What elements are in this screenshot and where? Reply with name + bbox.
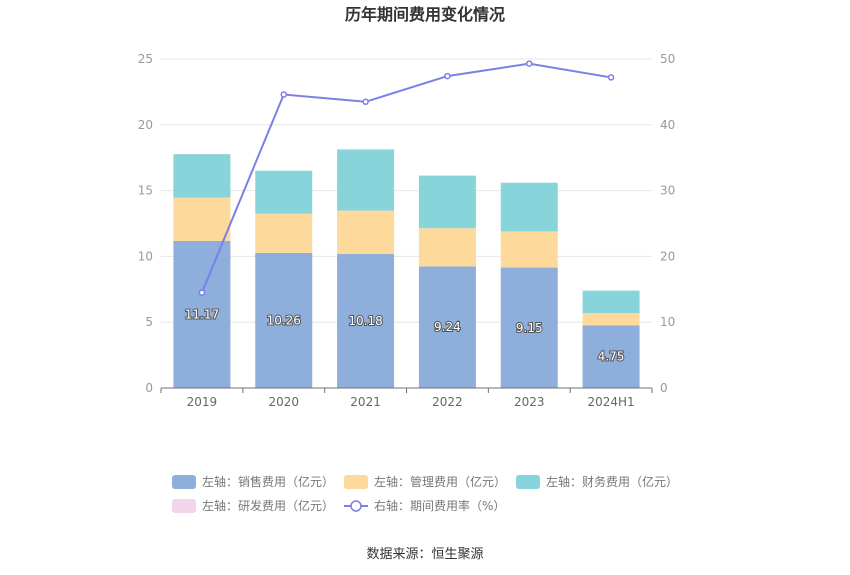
bar[interactable] <box>173 241 231 388</box>
left-tick-label: 10 <box>138 249 153 263</box>
bar[interactable] <box>582 312 640 326</box>
x-axis: 2019 2020 2021 2022 2023 2024H1 <box>160 387 653 409</box>
x-tick-label: 2022 <box>432 395 463 409</box>
left-tick-label: 5 <box>145 315 153 329</box>
legend-marker <box>350 500 362 512</box>
bar[interactable] <box>173 197 231 242</box>
bar[interactable] <box>582 325 640 388</box>
left-tick-label: 0 <box>145 381 153 395</box>
bar[interactable] <box>255 252 313 388</box>
bar[interactable] <box>255 170 313 214</box>
right-tick-label: 20 <box>660 249 675 263</box>
data-label: 9.24 <box>434 320 461 334</box>
right-tick-label: 0 <box>660 381 668 395</box>
legend[interactable]: 左轴：销售费用（亿元） 左轴：管理费用（亿元） 左轴：财务费用（亿元） 左轴：研发费用… <box>172 474 678 513</box>
rate-point[interactable] <box>280 91 287 98</box>
bar[interactable] <box>337 254 395 388</box>
legend-label: 左轴：销售费用（亿元） <box>202 474 334 489</box>
data-label: 9.15 <box>516 321 543 335</box>
data-label: 4.75 <box>598 350 625 364</box>
rate-line-series <box>198 60 615 296</box>
rate-point[interactable] <box>526 60 533 67</box>
data-labels: 11.17 10.26 10.18 9.24 9.15 4.75 <box>184 307 626 365</box>
data-label: 10.18 <box>348 314 382 328</box>
legend-item[interactable]: 左轴：研发费用（亿元） <box>172 498 334 513</box>
rate-point[interactable] <box>198 289 206 296</box>
bar[interactable] <box>255 213 313 253</box>
legend-label: 左轴：研发费用（亿元） <box>202 498 334 513</box>
x-tick-label: 2021 <box>350 395 381 409</box>
legend-label: 右轴：期间费用率（%） <box>374 498 505 513</box>
bar[interactable] <box>418 266 476 388</box>
legend-item[interactable]: 左轴：财务费用（亿元） <box>516 474 678 489</box>
left-tick-label: 15 <box>138 184 153 198</box>
legend-label: 左轴：管理费用（亿元） <box>374 474 506 489</box>
bar[interactable] <box>500 182 558 232</box>
data-label: 11.17 <box>185 308 219 322</box>
rate-point[interactable] <box>444 72 451 80</box>
bar[interactable] <box>500 267 558 388</box>
left-y-axis: 0 5 10 15 20 25 <box>138 52 153 395</box>
rate-line <box>200 62 612 293</box>
right-tick-label: 10 <box>660 315 675 329</box>
data-source: 数据来源：恒生聚源 <box>366 547 483 562</box>
bar[interactable] <box>418 175 476 229</box>
legend-swatch <box>344 475 368 489</box>
rate-point[interactable] <box>362 98 369 106</box>
legend-item[interactable]: 左轴：管理费用（亿元） <box>344 474 506 489</box>
legend-item[interactable]: 左轴：销售费用（亿元） <box>172 474 334 489</box>
bar[interactable] <box>582 290 640 313</box>
right-tick-label: 50 <box>660 52 675 66</box>
data-label: 10.26 <box>267 313 301 327</box>
right-y-axis: 0 10 20 30 40 50 <box>660 52 675 395</box>
bar[interactable] <box>418 228 476 267</box>
right-tick-label: 40 <box>660 118 675 132</box>
rate-point[interactable] <box>607 74 615 81</box>
bar[interactable] <box>173 154 231 198</box>
left-tick-label: 25 <box>138 52 153 66</box>
grid-lines <box>161 58 652 389</box>
right-tick-label: 30 <box>660 184 675 198</box>
left-tick-label: 20 <box>138 118 153 132</box>
bar[interactable] <box>500 231 558 268</box>
legend-label: 左轴：财务费用（亿元） <box>546 474 678 489</box>
x-tick-label: 2024H1 <box>587 395 634 409</box>
bar-series <box>173 149 640 388</box>
chart-title: 历年期间费用变化情况 <box>345 5 505 24</box>
x-tick-label: 2019 <box>187 395 218 409</box>
legend-swatch <box>172 499 196 513</box>
bar[interactable] <box>337 149 395 211</box>
legend-swatch <box>516 475 540 489</box>
x-tick-label: 2020 <box>268 395 299 409</box>
bar[interactable] <box>337 210 395 255</box>
legend-item[interactable]: 右轴：期间费用率（%） <box>344 498 505 513</box>
x-tick-label: 2023 <box>514 395 545 409</box>
legend-swatch <box>172 475 196 489</box>
